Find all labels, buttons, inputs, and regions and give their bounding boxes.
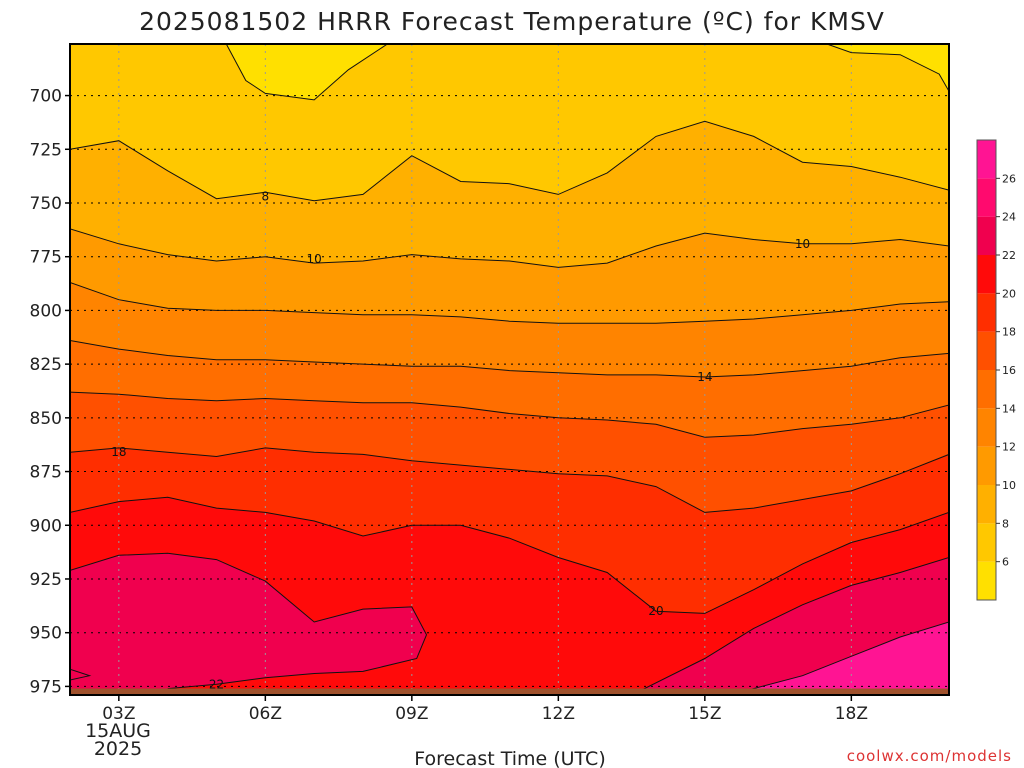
y-tick-775: 775 <box>30 248 62 268</box>
y-tick-825: 825 <box>30 355 62 375</box>
contour-labels: 8 10 10 14 18 20 22 <box>111 190 810 692</box>
contour-8-0 <box>70 120 949 202</box>
colorbar: 6 8 10 12 14 16 18 20 22 24 26 <box>976 139 1016 601</box>
colorbar-tick-20: 20 <box>1002 287 1016 300</box>
colorbar-swatch-4 <box>977 408 996 447</box>
colorbar-swatch-2 <box>977 485 996 524</box>
contour-22-8 <box>631 557 949 695</box>
contour-6-a <box>225 44 388 101</box>
colorbar-tick-26: 26 <box>1002 172 1016 185</box>
contour-18-5 <box>70 447 949 513</box>
contour-12-2 <box>70 282 949 324</box>
contour-label-5: 20 <box>648 604 663 618</box>
colorbar-swatch-8 <box>977 255 996 294</box>
watermark: coolwx.com/models <box>847 747 1012 765</box>
colorbar-tick-8: 8 <box>1002 517 1009 530</box>
contour-14-3 <box>70 340 949 378</box>
colorbar-tick-12: 12 <box>1002 441 1016 454</box>
band-24-right <box>729 622 949 695</box>
x-tick-06Z: 06Z <box>249 704 282 724</box>
plot-frame <box>69 43 950 696</box>
band-cold-pocket-2 <box>826 44 949 92</box>
y-axis: 700 725 750 775 800 825 850 875 900 925 950 975 <box>30 87 70 697</box>
contour-label-2: 10 <box>795 237 810 251</box>
y-tick-925: 925 <box>30 570 62 590</box>
chart-title: 2025081502 HRRR Forecast Temperature (ºC… <box>139 7 885 36</box>
y-tick-950: 950 <box>30 624 62 644</box>
colorbar-swatch-11 <box>977 140 996 179</box>
contour-label-0: 8 <box>262 190 270 204</box>
contour-16-4 <box>70 391 949 438</box>
y-tick-900: 900 <box>30 516 62 536</box>
y-tick-750: 750 <box>30 194 62 214</box>
contour-label-4: 18 <box>111 445 126 459</box>
colorbar-tick-22: 22 <box>1002 249 1016 262</box>
x-tick-15Z: 15Z <box>688 704 721 724</box>
y-tick-975: 975 <box>30 677 62 697</box>
contour-10-1 <box>70 228 949 268</box>
x-tick-03Z: 03Z <box>102 704 135 724</box>
contour-6-b <box>826 44 949 92</box>
ground-surface <box>70 688 949 695</box>
colorbar-swatch-0 <box>977 561 996 600</box>
colorbar-swatch-10 <box>977 178 996 217</box>
temperature-bands <box>70 44 949 695</box>
contour-label-3: 14 <box>697 370 712 384</box>
colorbar-tick-6: 6 <box>1002 556 1009 569</box>
band-cold-pocket-1 <box>226 44 388 100</box>
colorbar-swatch-1 <box>977 523 996 562</box>
colorbar-swatch-5 <box>977 370 996 409</box>
x-date-line2: 2025 <box>94 738 142 760</box>
colorbar-tick-14: 14 <box>1002 402 1016 415</box>
y-tick-875: 875 <box>30 463 62 483</box>
colorbar-swatch-6 <box>977 331 996 370</box>
contour-22-7 <box>70 552 428 690</box>
y-tick-700: 700 <box>30 87 62 107</box>
colorbar-tick-18: 18 <box>1002 326 1016 339</box>
contour-label-1: 10 <box>307 252 322 266</box>
colorbar-tick-24: 24 <box>1002 211 1016 224</box>
contour-label-6: 22 <box>209 677 224 691</box>
y-tick-725: 725 <box>30 140 62 160</box>
band-22-left <box>70 553 427 695</box>
contour-24-10 <box>70 668 92 681</box>
x-date-line1: 15AUG <box>85 720 151 742</box>
colorbar-swatch-9 <box>977 216 996 255</box>
colorbar-tick-10: 10 <box>1002 479 1016 492</box>
y-tick-850: 850 <box>30 409 62 429</box>
colorbar-swatch-7 <box>977 293 996 332</box>
contour-20-6 <box>70 496 949 614</box>
contour-24-9 <box>729 621 949 695</box>
colorbar-swatch-3 <box>977 446 996 485</box>
x-tick-09Z: 09Z <box>395 704 428 724</box>
colorbar-tick-16: 16 <box>1002 364 1016 377</box>
x-tick-18Z: 18Z <box>835 704 868 724</box>
contour-lines <box>70 44 949 695</box>
x-axis: 03Z 06Z 09Z 12Z 15Z 18Z <box>102 695 868 724</box>
y-tick-800: 800 <box>30 301 62 321</box>
x-tick-12Z: 12Z <box>542 704 575 724</box>
x-axis-label: Forecast Time (UTC) <box>414 748 605 768</box>
